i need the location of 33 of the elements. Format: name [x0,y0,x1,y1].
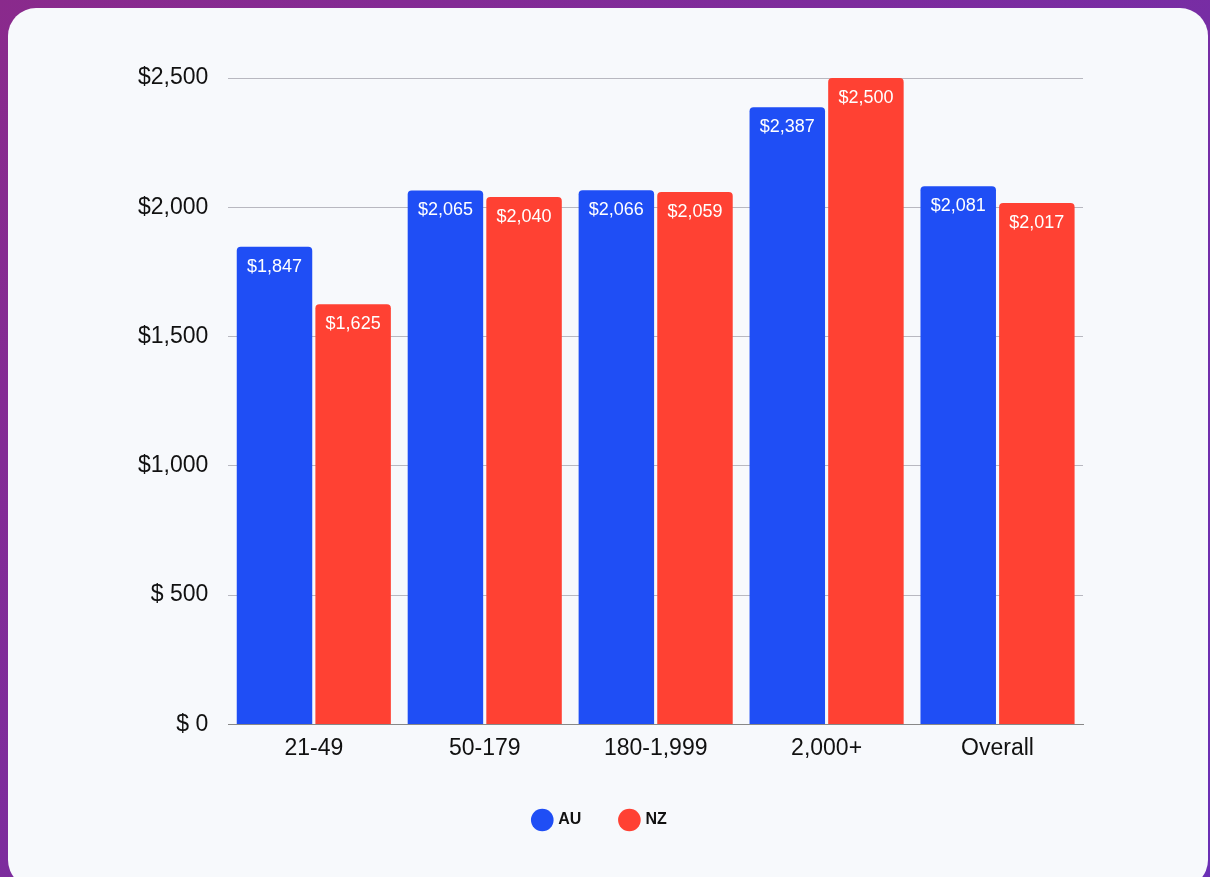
data-label: $1,847 [246,255,303,276]
x-tick-label: Overall [961,733,1034,760]
y-tick-label: $2,500 [137,63,209,90]
data-label: $1,625 [325,313,381,334]
bar [236,246,313,724]
y-tick-label: $1,500 [137,321,209,348]
data-label: $2,017 [1009,211,1065,232]
data-label: $2,387 [759,116,815,137]
bar [657,192,733,724]
y-tick-label: $2,000 [137,192,209,219]
bar [920,186,996,724]
legend-label: NZ [645,810,667,828]
y-tick-label: $ 0 [176,709,209,736]
x-tick-label: 50-179 [448,733,521,760]
bar [407,190,484,724]
legend-label: AU [558,810,582,828]
data-label: $2,040 [496,205,552,226]
data-label: $2,059 [667,200,723,221]
x-tick-label: 180-1,999 [603,733,708,760]
data-label: $2,066 [588,199,644,220]
bar [828,78,904,724]
data-label: $2,081 [930,195,986,216]
x-tick-label: 21-49 [284,733,344,760]
y-tick-label: $ 500 [150,580,209,607]
y-tick-label: $1,000 [137,451,209,478]
bar [578,190,655,724]
data-label: $2,065 [417,199,473,220]
bar [999,202,1075,724]
bar [749,107,826,724]
bar [315,304,391,724]
data-label: $2,500 [838,86,894,107]
x-tick-label: 2,000+ [791,733,863,760]
bar [486,196,562,724]
